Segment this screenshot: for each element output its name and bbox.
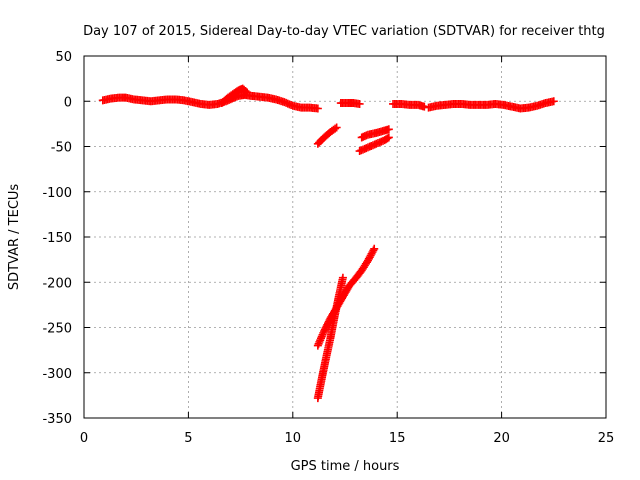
y-tick-label: 50 xyxy=(55,50,72,65)
y-tick-label: -50 xyxy=(51,141,72,156)
data-point-marker xyxy=(384,125,393,134)
y-tick-label: -300 xyxy=(42,367,72,382)
data-point-marker xyxy=(338,273,347,282)
data-point-marker xyxy=(313,104,322,113)
data-point-marker xyxy=(355,99,364,108)
y-axis-label: SDTVAR / TECUs xyxy=(7,184,22,291)
x-tick-label: 20 xyxy=(493,431,510,446)
y-tick-label: -150 xyxy=(42,231,72,246)
y-tick-label: -350 xyxy=(42,412,72,427)
chart-title: Day 107 of 2015, Sidereal Day-to-day VTE… xyxy=(83,24,605,39)
x-tick-label: 15 xyxy=(389,431,406,446)
data-point-marker xyxy=(549,97,558,106)
x-axis-label: GPS time / hours xyxy=(291,459,400,474)
data-point-marker xyxy=(370,244,379,253)
data-point-marker xyxy=(383,134,392,143)
x-tick-label: 10 xyxy=(285,431,302,446)
x-tick-label: 0 xyxy=(80,431,88,446)
data-point-marker xyxy=(241,86,250,95)
x-tick-label: 5 xyxy=(184,431,192,446)
y-tick-label: 0 xyxy=(64,95,72,110)
x-tick-label: 25 xyxy=(598,431,615,446)
data-point-marker xyxy=(332,123,341,132)
y-tick-label: -100 xyxy=(42,186,72,201)
data-points xyxy=(98,84,558,403)
y-tick-label: -200 xyxy=(42,276,72,291)
data-point-marker xyxy=(369,246,378,255)
data-point-marker xyxy=(331,124,340,133)
data-point-marker xyxy=(242,88,251,97)
data-point-marker xyxy=(384,133,393,142)
axis-ticks: 0 5 10 15 20 25 50 0 -50 -100 -150 -200 -250 -300 -350 xyxy=(42,50,614,446)
y-tick-label: -250 xyxy=(42,322,72,337)
